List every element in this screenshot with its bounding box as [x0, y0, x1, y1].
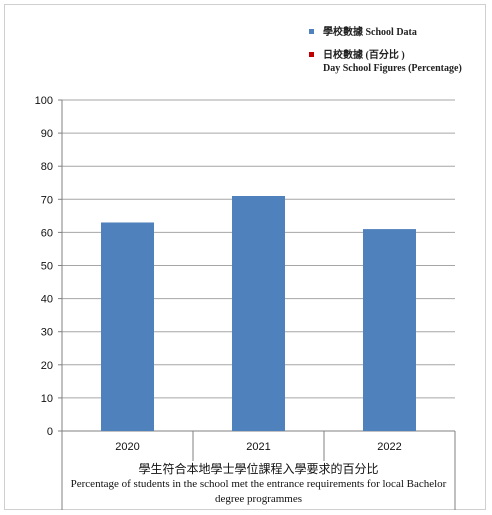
y-tick-label: 10: [41, 393, 53, 405]
y-tick-label: 20: [41, 360, 53, 372]
bar-2021: [232, 195, 285, 431]
legend-item-day-school: 日校數據 (百分比 ) Day School Figures (Percenta…: [305, 49, 462, 75]
y-tick-label: 70: [41, 194, 53, 206]
y-tick-label: 30: [41, 327, 53, 339]
legend-swatch-school-data: [309, 29, 314, 34]
legend-item-school-data: 學校數據 School Data: [305, 26, 462, 39]
x-axis-title-english: Percentage of students in the school met…: [70, 478, 447, 505]
y-tick-label: 100: [35, 95, 53, 107]
bar-2020: [101, 222, 154, 431]
legend-swatch-day-school: [309, 52, 314, 57]
y-tick-label: 40: [41, 294, 53, 306]
legend: 學校數據 School Data 日校數據 (百分比 ) Day School …: [305, 26, 462, 85]
x-axis-title-chinese: 學生符合本地學士學位課程入學要求的百分比: [138, 462, 379, 476]
x-tick-label: 2021: [246, 441, 270, 453]
y-tick-label: 60: [41, 227, 53, 239]
y-tick-label: 90: [41, 128, 53, 140]
x-axis-title: 學生符合本地學士學位課程入學要求的百分比 Percentage of stude…: [62, 462, 455, 507]
y-tick-label: 80: [41, 161, 53, 173]
y-tick-label: 0: [47, 426, 53, 438]
x-tick-label: 2022: [377, 441, 401, 453]
bar-2022: [363, 229, 416, 431]
legend-label-day-school: 日校數據 (百分比 ): [323, 50, 405, 61]
y-tick-label: 50: [41, 261, 53, 273]
legend-sublabel-day-school: Day School Figures (Percentage): [323, 63, 462, 74]
x-tick-label: 2020: [115, 441, 139, 453]
legend-label-school-data: 學校數據 School Data: [323, 27, 417, 38]
